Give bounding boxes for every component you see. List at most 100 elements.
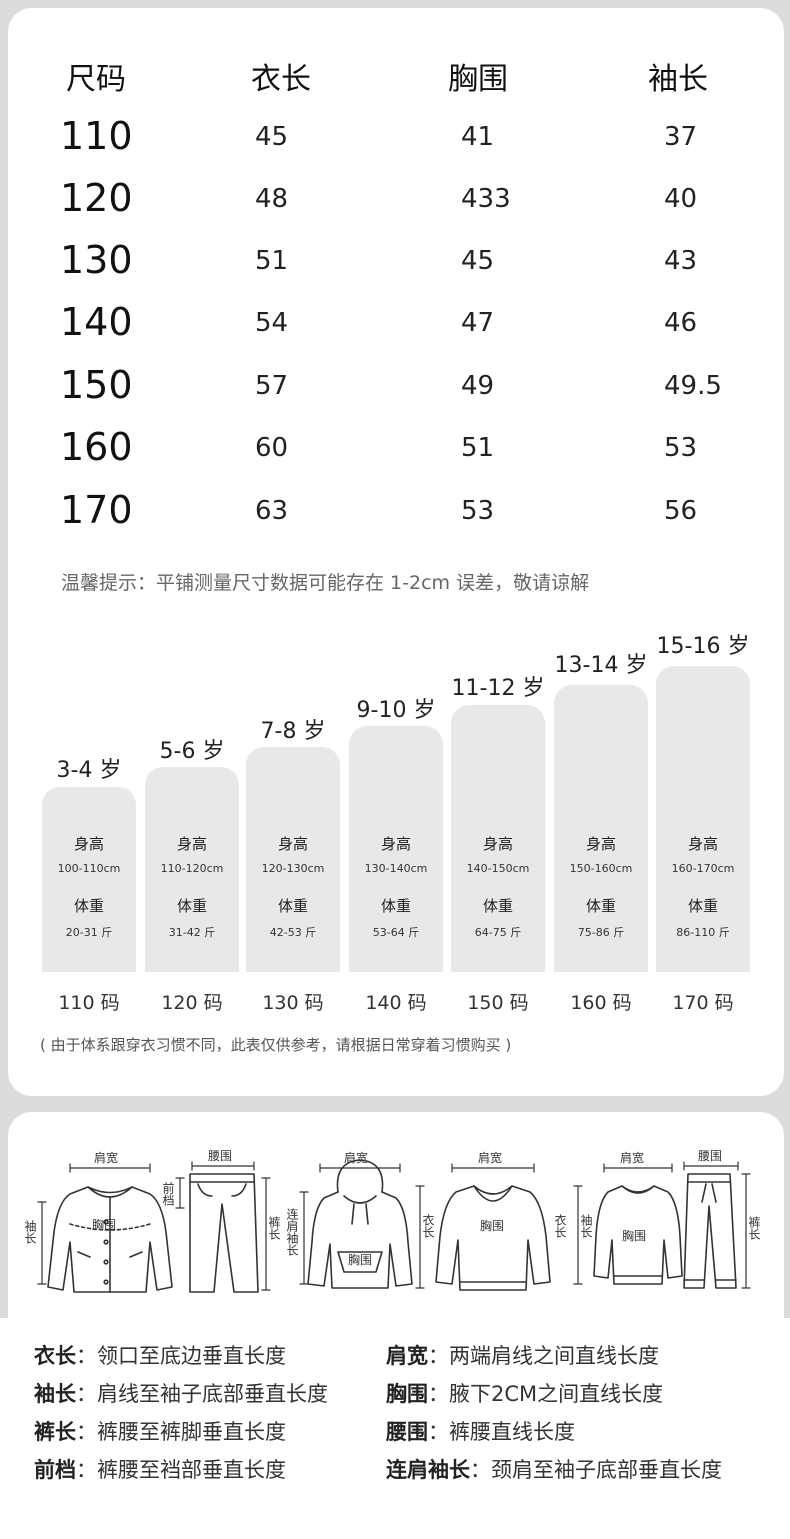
bar-info: 身高 110-120cm 体重 31-42 斤 [145, 833, 239, 940]
sleeve-label: 袖长 [23, 1219, 37, 1244]
height-range: 120-130cm [261, 862, 325, 875]
bar-info: 身高 100-110cm 体重 20-31 斤 [42, 833, 136, 940]
body-length-label: 衣长 [553, 1213, 567, 1238]
chest-value: 51 [461, 433, 495, 463]
definition-desc: 肩线至袖子底部垂直长度 [97, 1382, 328, 1406]
age-bar [349, 726, 443, 972]
age-label: 5-6 岁 [159, 739, 225, 764]
pants-length-label: 裤长 [747, 1216, 761, 1240]
sleeve-value: 40 [664, 184, 698, 214]
size-value: 150 [60, 363, 133, 407]
height-label: 身高 [73, 835, 104, 853]
definition-term: 胸围 [386, 1382, 428, 1406]
definition-item: 连肩袖长：颈肩至袖子底部垂直长度 [386, 1458, 722, 1482]
age-label: 11-12 岁 [451, 676, 545, 701]
table-row: 170 63 53 56 [8, 488, 784, 548]
chest-value: 45 [461, 246, 495, 276]
definition-desc: 颈肩至袖子底部垂直长度 [491, 1458, 722, 1482]
size-chart-card: 尺码 衣长 胸围 袖长 110 45 41 37 120 48 433 40 1… [8, 8, 784, 1096]
definition-item: 裤长：裤腰至裤脚垂直长度 [34, 1420, 286, 1444]
chest-value: 41 [461, 122, 495, 152]
definition-item: 袖长：肩线至袖子底部垂直长度 [34, 1382, 328, 1406]
size-code: 120 码 [161, 992, 223, 1014]
bar-info: 身高 130-140cm 体重 53-64 斤 [349, 833, 443, 940]
shoulder-label: 肩宽 [478, 1150, 502, 1165]
length-value: 54 [255, 308, 289, 338]
age-label: 9-10 岁 [356, 698, 436, 723]
definition-desc: 裤腰直线长度 [449, 1420, 575, 1444]
definition-item: 胸围：腋下2CM之间直线长度 [386, 1382, 664, 1406]
weight-label: 体重 [585, 897, 616, 915]
definition-desc: 裤腰至裆部垂直长度 [97, 1458, 286, 1482]
sleeve-value: 56 [664, 496, 698, 526]
pants-icon [189, 1173, 259, 1293]
bar-info: 身高 150-160cm 体重 75-86 斤 [554, 833, 648, 940]
height-range: 160-170cm [671, 862, 735, 875]
definition-term: 裤长 [34, 1420, 76, 1444]
chest-label: 胸围 [348, 1252, 372, 1267]
definition-item: 肩宽：两端肩线之间直线长度 [386, 1344, 659, 1368]
age-bar [42, 787, 136, 972]
length-value: 60 [255, 433, 289, 463]
height-label: 身高 [277, 835, 308, 853]
size-value: 130 [60, 238, 133, 282]
definition-item: 腰围：裤腰直线长度 [386, 1420, 575, 1444]
chest-label: 胸围 [92, 1217, 116, 1232]
chest-label: 胸围 [622, 1228, 646, 1243]
header-length: 衣长 [251, 62, 311, 97]
chest-value: 49 [461, 371, 495, 401]
hoodie-icon [307, 1159, 413, 1289]
age-label: 15-16 岁 [656, 634, 750, 659]
size-value: 120 [60, 176, 133, 220]
height-label: 身高 [482, 835, 513, 853]
age-label: 3-4 岁 [56, 758, 122, 783]
weight-range: 53-64 斤 [372, 926, 420, 939]
table-row: 110 45 41 37 [8, 114, 784, 174]
bar-info: 身高 140-150cm 体重 64-75 斤 [451, 833, 545, 940]
length-value: 51 [255, 246, 289, 276]
chest-value: 433 [461, 184, 511, 214]
age-bar [451, 705, 545, 972]
table-row: 160 60 51 53 [8, 425, 784, 485]
definition-desc: 两端肩线之间直线长度 [449, 1344, 659, 1368]
weight-label: 体重 [277, 897, 308, 915]
length-value: 48 [255, 184, 289, 214]
table-row: 130 51 45 43 [8, 238, 784, 298]
definition-item: 前档：裤腰至裆部垂直长度 [34, 1458, 286, 1482]
bar-info: 身高 160-170cm 体重 86-110 斤 [656, 833, 750, 940]
weight-label: 体重 [176, 897, 207, 915]
bar-info: 身高 120-130cm 体重 42-53 斤 [246, 833, 340, 940]
length-value: 57 [255, 371, 289, 401]
length-value: 63 [255, 496, 289, 526]
height-range: 110-120cm [160, 862, 224, 875]
age-bar [656, 666, 750, 972]
sleeve-value: 46 [664, 308, 698, 338]
sweater-icon [435, 1185, 551, 1291]
definition-term: 前档 [34, 1458, 76, 1482]
size-code: 110 码 [58, 992, 120, 1014]
size-code: 170 码 [672, 992, 734, 1014]
chest-value: 47 [461, 308, 495, 338]
reference-note: ( 由于体系跟穿衣习惯不同，此表仅供参考，请根据日常穿着习惯购买 ) [40, 1036, 512, 1054]
definition-term: 衣长 [34, 1344, 76, 1368]
size-value: 110 [60, 114, 133, 158]
definitions-section [0, 1318, 790, 1539]
weight-range: 75-86 斤 [577, 926, 625, 939]
height-label: 身高 [380, 835, 411, 853]
age-label: 13-14 岁 [554, 653, 648, 678]
definition-term: 腰围 [386, 1420, 428, 1444]
sleeve-value: 53 [664, 433, 698, 463]
measurement-tip: 温馨提示：平铺测量尺寸数据可能存在 1-2cm 误差，敬请谅解 [61, 572, 590, 594]
size-code: 160 码 [570, 992, 632, 1014]
size-code: 130 码 [262, 992, 324, 1014]
header-chest: 胸围 [448, 62, 508, 97]
shoulder-label: 肩宽 [94, 1150, 118, 1165]
size-value: 140 [60, 300, 133, 344]
table-row: 150 57 49 49.5 [8, 363, 784, 423]
age-bar [145, 767, 239, 972]
raglan-sleeve-label: 连肩袖长 [285, 1207, 299, 1256]
shoulder-label: 肩宽 [344, 1150, 368, 1165]
weight-label: 体重 [380, 897, 411, 915]
weight-range: 31-42 斤 [168, 926, 216, 939]
height-label: 身高 [687, 835, 718, 853]
